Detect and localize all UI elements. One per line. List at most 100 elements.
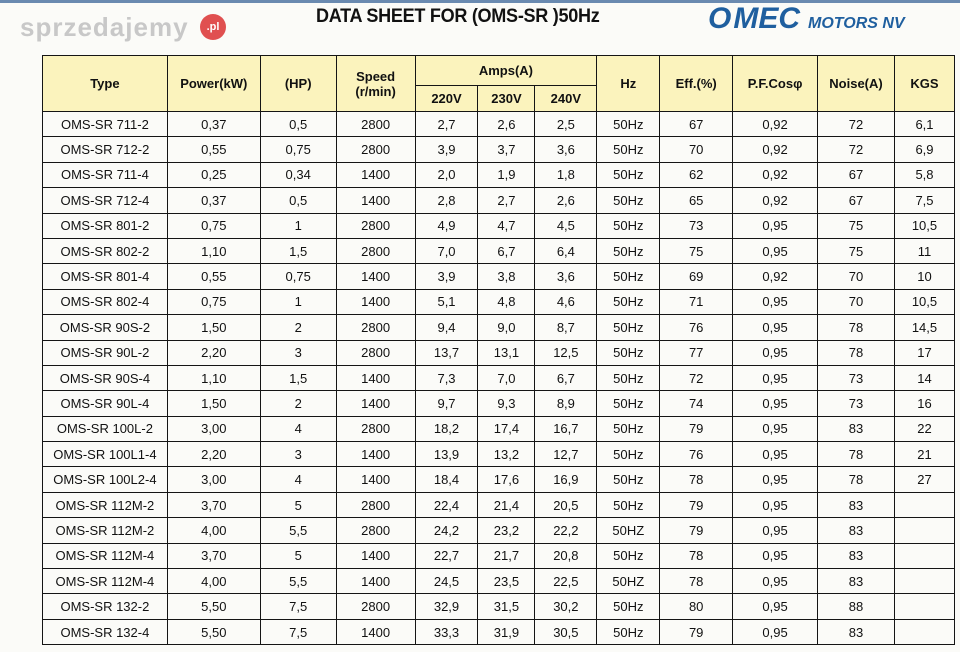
cell-amps-220v: 3,9 <box>414 263 479 290</box>
cell-hz: 50Hz <box>596 415 661 443</box>
col-amps: Amps(A) <box>414 55 598 86</box>
cell-amps-230v: 7,0 <box>477 364 536 392</box>
cell-amps-240v: 6,4 <box>534 237 598 265</box>
page-title: DATA SHEET FOR (OMS-SR )50Hz <box>316 6 600 27</box>
cell-power: 1,10 <box>166 364 261 392</box>
cell-eff: 67 <box>659 110 734 138</box>
cell-speed: 2800 <box>335 339 416 366</box>
cell-amps-230v: 2,6 <box>477 110 536 138</box>
cell-power: 1,50 <box>166 390 261 417</box>
cell-power: 3,70 <box>166 542 261 570</box>
cell-eff: 79 <box>659 517 734 544</box>
cell-noise: 83 <box>817 491 895 519</box>
cell-noise: 72 <box>817 110 895 138</box>
table-row: OMS-SR 112M-4 3,70 5 1400 22,7 21,7 20,8 50Hz 78… <box>42 542 956 570</box>
cell-pf: 0,95 <box>732 593 819 620</box>
cell-hz: 50Hz <box>596 491 661 519</box>
cell-noise: 72 <box>817 136 895 163</box>
cell-speed: 2800 <box>335 110 416 138</box>
table-row: OMS-SR 712-4 0,37 0,5 1400 2,8 2,7 2,6 50Hz 65 0,… <box>42 187 956 214</box>
cell-noise: 83 <box>817 568 895 595</box>
cell-kgs <box>893 618 956 646</box>
cell-noise: 83 <box>817 618 895 646</box>
cell-speed: 1400 <box>335 161 416 189</box>
cell-eff: 79 <box>659 415 734 443</box>
cell-amps-230v: 31,5 <box>477 593 536 620</box>
cell-type: OMS-SR 801-4 <box>42 263 168 290</box>
cell-speed: 2800 <box>335 415 416 443</box>
cell-hz: 50Hz <box>596 466 661 493</box>
logo-mec: MEC <box>733 2 801 35</box>
cell-hp: 0,5 <box>259 110 337 138</box>
cell-type: OMS-SR 711-4 <box>42 161 168 189</box>
table-row: OMS-SR 132-4 5,50 7,5 1400 33,3 31,9 30,5 50Hz 7… <box>42 618 956 646</box>
cell-eff: 77 <box>659 339 734 366</box>
logo-o: O <box>708 2 732 35</box>
cell-kgs: 16 <box>893 390 956 417</box>
cell-eff: 71 <box>659 288 734 316</box>
watermark: sprzedajemy <box>20 12 189 42</box>
table-body: OMS-SR 711-2 0,37 0,5 2800 2,7 2,6 2,5 50Hz 67 0,… <box>42 110 956 646</box>
cell-type: OMS-SR 100L2-4 <box>42 466 168 493</box>
cell-noise: 67 <box>817 161 895 189</box>
cell-type: OMS-SR 802-4 <box>42 288 168 316</box>
cell-amps-220v: 13,7 <box>414 339 479 366</box>
cell-type: OMS-SR 100L-2 <box>42 415 168 443</box>
cell-eff: 72 <box>659 364 734 392</box>
cell-noise: 83 <box>817 517 895 544</box>
cell-amps-240v: 30,5 <box>534 618 598 646</box>
cell-hp: 1 <box>259 212 337 239</box>
cell-noise: 78 <box>817 339 895 366</box>
cell-speed: 1400 <box>335 263 416 290</box>
cell-amps-230v: 23,5 <box>477 568 536 595</box>
cell-noise: 70 <box>817 288 895 316</box>
table-row: OMS-SR 100L-2 3,00 4 2800 18,2 17,4 16,7 50Hz 79… <box>42 415 956 443</box>
cell-power: 5,50 <box>166 618 261 646</box>
cell-hp: 7,5 <box>259 618 337 646</box>
cell-kgs: 6,9 <box>893 136 956 163</box>
cell-noise: 70 <box>817 263 895 290</box>
cell-hp: 5,5 <box>259 517 337 544</box>
table-row: OMS-SR 711-4 0,25 0,34 1400 2,0 1,9 1,8 50Hz 62 0… <box>42 161 956 189</box>
cell-hp: 5,5 <box>259 568 337 595</box>
table-row: OMS-SR 112M-2 3,70 5 2800 22,4 21,4 20,5 50Hz 79… <box>42 491 956 519</box>
cell-amps-220v: 2,8 <box>414 187 479 214</box>
cell-type: OMS-SR 712-2 <box>42 136 168 163</box>
cell-amps-240v: 30,2 <box>534 593 598 620</box>
cell-eff: 74 <box>659 390 734 417</box>
col-230v: 230V <box>477 85 536 112</box>
cell-hz: 50Hz <box>596 187 661 214</box>
cell-amps-220v: 18,4 <box>414 466 479 493</box>
cell-amps-240v: 22,2 <box>534 517 598 544</box>
cell-eff: 79 <box>659 491 734 519</box>
cell-speed: 2800 <box>335 517 416 544</box>
cell-kgs: 6,1 <box>893 110 956 138</box>
cell-amps-220v: 24,5 <box>414 568 479 595</box>
col-pf: P.F.Cosφ <box>732 55 819 112</box>
cell-amps-240v: 2,5 <box>534 110 598 138</box>
cell-eff: 78 <box>659 568 734 595</box>
cell-amps-220v: 3,9 <box>414 136 479 163</box>
cell-hz: 50Hz <box>596 441 661 468</box>
cell-eff: 78 <box>659 466 734 493</box>
cell-pf: 0,95 <box>732 237 819 265</box>
cell-power: 0,55 <box>166 136 261 163</box>
cell-amps-240v: 20,8 <box>534 542 598 570</box>
cell-eff: 70 <box>659 136 734 163</box>
cell-type: OMS-SR 112M-2 <box>42 517 168 544</box>
cell-hz: 50HZ <box>596 517 661 544</box>
cell-power: 3,70 <box>166 491 261 519</box>
cell-speed: 1400 <box>335 618 416 646</box>
speed-unit: (r/min) <box>355 83 396 99</box>
cell-hz: 50Hz <box>596 212 661 239</box>
table-row: OMS-SR 802-2 1,10 1,5 2800 7,0 6,7 6,4 50Hz 75 0,… <box>42 237 956 265</box>
cell-type: OMS-SR 711-2 <box>42 110 168 138</box>
cell-amps-240v: 8,9 <box>534 390 598 417</box>
cell-eff: 65 <box>659 187 734 214</box>
cell-type: OMS-SR 90L-4 <box>42 390 168 417</box>
cell-amps-240v: 2,6 <box>534 187 598 214</box>
cell-pf: 0,95 <box>732 314 819 341</box>
cell-pf: 0,95 <box>732 568 819 595</box>
cell-type: OMS-SR 801-2 <box>42 212 168 239</box>
cell-amps-230v: 1,9 <box>477 161 536 189</box>
